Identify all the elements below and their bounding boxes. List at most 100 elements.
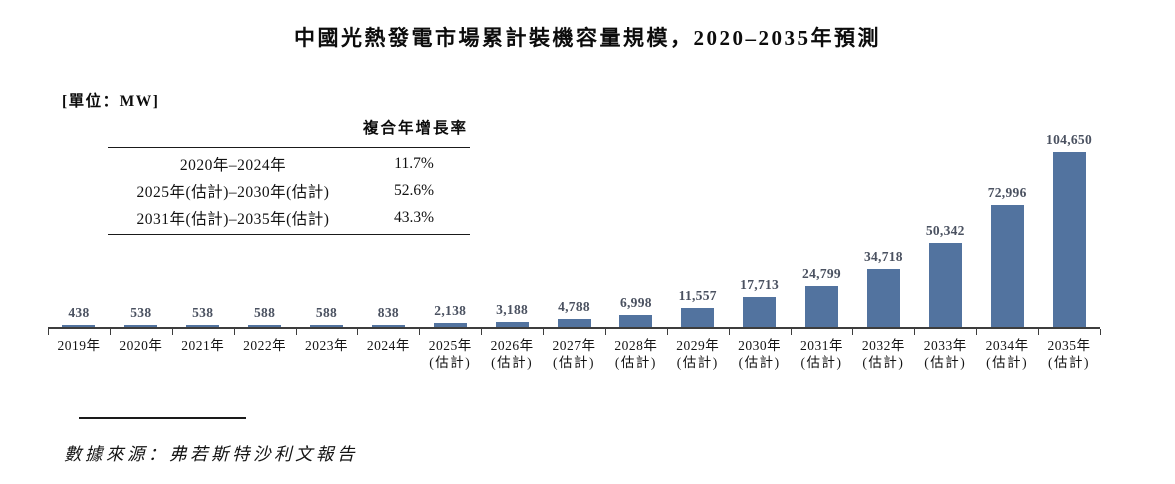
- bar: [371, 325, 405, 327]
- bar-value-label: 2,138: [434, 303, 467, 318]
- bar-value-label: 3,188: [496, 302, 529, 317]
- x-axis-label-year: 2033年: [923, 338, 967, 353]
- cagr-period: 2020年–2024年: [179, 156, 287, 174]
- x-axis-label-note: (估計): [862, 355, 905, 370]
- cagr-table-top-rule: [108, 147, 470, 148]
- axis-tick: [48, 329, 49, 335]
- bar: [619, 315, 653, 327]
- x-axis-label-year: 2034年: [985, 338, 1029, 353]
- bar: [186, 325, 220, 327]
- x-axis-label-year: 2030年: [738, 338, 782, 353]
- bar-value-label: 538: [130, 305, 152, 320]
- x-axis-label: 2022年: [220, 337, 310, 354]
- x-axis-label-note: (估計): [800, 355, 843, 370]
- axis-tick: [109, 329, 111, 335]
- bar-value-label: 50,342: [925, 223, 965, 238]
- bar-value-label: 438: [68, 305, 90, 320]
- bar-value-label: 72,996: [987, 185, 1027, 200]
- x-axis-label-note: (估計): [553, 355, 595, 370]
- x-axis-label-year: 2025年: [428, 338, 472, 353]
- x-axis-label: 2019年: [34, 337, 124, 354]
- x-axis-label: 2031年 (估計): [777, 337, 867, 371]
- bar: [248, 325, 282, 327]
- x-axis-label: 2029年 (估計): [653, 337, 743, 371]
- x-axis-label-note: (估計): [924, 355, 967, 370]
- axis-tick: [481, 329, 483, 335]
- x-axis-label: 2026年 (估計): [467, 337, 557, 371]
- cagr-value: 52.6%: [393, 181, 435, 199]
- x-axis-label-note: (估計): [491, 355, 534, 370]
- cagr-table-header: 複合年增長率: [362, 120, 468, 137]
- bar: [681, 308, 715, 327]
- cagr-row: 2031年(估計)–2035年(估計) 43.3%: [108, 204, 470, 231]
- cagr-value: 43.3%: [393, 208, 435, 226]
- axis-tick: [543, 329, 545, 335]
- axis-tick: [728, 329, 730, 335]
- axis-tick: [1100, 329, 1101, 335]
- axis-tick: [295, 329, 297, 335]
- x-axis-label: 2035年 (估計): [1024, 337, 1114, 371]
- x-axis-label-year: 2027年: [552, 338, 596, 353]
- x-axis-label: 2027年 (估計): [529, 337, 619, 371]
- bar-value-label: 34,718: [863, 249, 903, 264]
- x-axis-label-year: 2024年: [366, 338, 410, 353]
- axis-tick: [790, 329, 792, 335]
- bar: [928, 243, 962, 327]
- x-axis-label: 2030年 (估計): [715, 337, 805, 371]
- bar-value-label: 11,557: [678, 288, 717, 303]
- x-axis-label-year: 2022年: [243, 338, 287, 353]
- x-axis-label-year: 2023年: [304, 338, 348, 353]
- bar: [805, 286, 839, 327]
- x-axis-label-year: 2021年: [181, 338, 225, 353]
- bar: [124, 325, 158, 327]
- footnote-rule: [79, 417, 246, 419]
- x-axis-label-note: (估計): [1048, 355, 1091, 370]
- bar-value-label: 24,799: [802, 266, 841, 281]
- x-axis-label: 2033年 (估計): [900, 337, 990, 371]
- x-axis-label-note: (估計): [738, 355, 781, 370]
- x-axis-label-note: (估計): [429, 355, 472, 370]
- x-axis-label: 2024年: [343, 337, 433, 354]
- cagr-period: 2031年(估計)–2035年(估計): [136, 210, 330, 228]
- bar-value-label: 588: [254, 305, 276, 320]
- bar: [743, 297, 777, 327]
- x-axis-label: 2028年 (估計): [591, 337, 681, 371]
- bar: [433, 323, 467, 327]
- bar: [557, 319, 591, 327]
- x-axis-label-year: 2026年: [490, 338, 534, 353]
- bar: [495, 322, 529, 327]
- cagr-table: 複合年增長率 2020年–2024年 11.7% 2025年(估計)–2030年(估…: [108, 116, 470, 235]
- x-axis-label: 2032年 (估計): [838, 337, 928, 371]
- x-axis-label-note: (估計): [986, 355, 1029, 370]
- x-axis-label-year: 2035年: [1047, 338, 1091, 353]
- bar-value-label: 538: [192, 305, 214, 320]
- bar: [309, 325, 343, 327]
- x-axis-label-year: 2029年: [676, 338, 720, 353]
- bar: [990, 205, 1024, 327]
- x-axis-line: [48, 327, 1100, 329]
- x-axis-label-note: (估計): [676, 355, 719, 370]
- bar-value-label: 6,998: [619, 295, 652, 310]
- source-note: 數據來源：弗若斯特沙利文報告: [64, 444, 358, 464]
- unit-label: [單位：MW]: [62, 93, 160, 110]
- cagr-period: 2025年(估計)–2030年(估計): [136, 183, 330, 201]
- bar-value-label: 588: [315, 305, 338, 320]
- axis-tick: [1038, 329, 1040, 335]
- bar: [866, 269, 900, 327]
- axis-tick: [233, 329, 235, 335]
- chart-title: 中國光熱發電市場累計裝機容量規模，2020–2035年預測: [294, 26, 881, 50]
- cagr-value: 11.7%: [394, 154, 434, 172]
- cagr-row: 2020年–2024年 11.7%: [108, 150, 470, 177]
- bar: [1052, 152, 1086, 327]
- cagr-table-rows: 2020年–2024年 11.7% 2025年(估計)–2030年(估計) 52.6%…: [108, 148, 470, 234]
- x-axis-label-year: 2028年: [614, 338, 658, 353]
- x-axis-label-year: 2019年: [57, 338, 101, 353]
- bar-value-label: 17,713: [740, 277, 780, 292]
- cagr-row: 2025年(估計)–2030年(估計) 52.6%: [108, 177, 470, 204]
- axis-tick: [976, 329, 978, 335]
- x-axis-label: 2034年 (估計): [962, 337, 1052, 371]
- bar: [62, 325, 96, 327]
- cagr-table-bottom-rule: [108, 234, 470, 235]
